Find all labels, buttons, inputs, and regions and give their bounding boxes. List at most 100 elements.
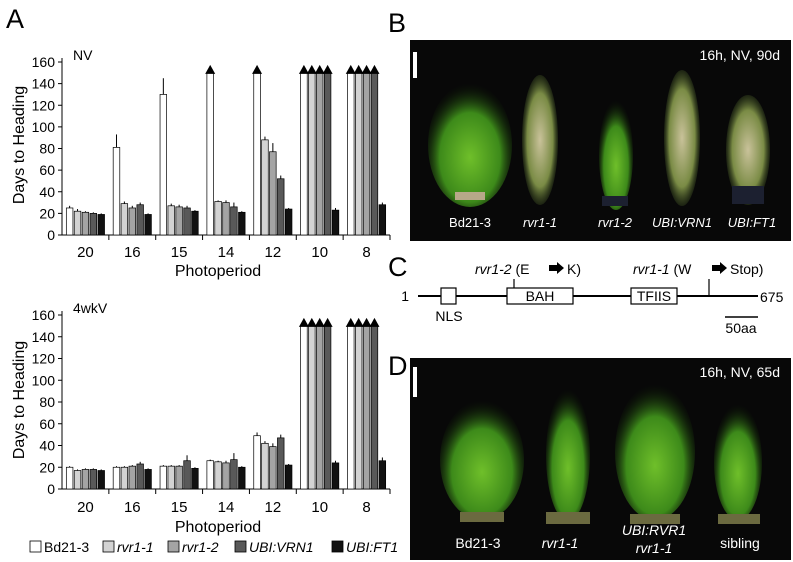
bar bbox=[175, 206, 183, 236]
arrow-up-icon bbox=[314, 317, 325, 327]
mutation-label: K) bbox=[567, 261, 581, 277]
bah-domain-box bbox=[506, 287, 574, 305]
arrow-up-icon bbox=[361, 64, 372, 74]
legend-swatch bbox=[167, 540, 180, 553]
bar bbox=[136, 204, 144, 236]
bar bbox=[269, 151, 277, 236]
plant-image bbox=[714, 404, 762, 520]
plant-pot bbox=[732, 186, 764, 204]
chart-nv: Days to Heading NV Photoperiod 0 20 40 60 80… bbox=[11, 47, 391, 280]
bar bbox=[73, 470, 82, 490]
bar bbox=[214, 461, 222, 490]
bar bbox=[370, 72, 379, 236]
arrow-right-icon bbox=[549, 262, 564, 274]
arrow-up-icon bbox=[322, 317, 333, 327]
bar bbox=[120, 203, 129, 236]
bar bbox=[308, 325, 316, 490]
x-tick-label: 12 bbox=[265, 499, 282, 516]
plant-label: Bd21-3 bbox=[449, 215, 491, 230]
panel-letter-d: D bbox=[388, 351, 408, 381]
bar bbox=[112, 147, 121, 236]
bah-domain-label: BAH bbox=[526, 288, 555, 304]
x-tick-label: 16 bbox=[124, 244, 141, 261]
legend-swatch bbox=[234, 540, 247, 553]
legend-label: rvr1-2 bbox=[182, 539, 219, 555]
bar bbox=[81, 469, 90, 490]
bar bbox=[269, 446, 277, 490]
panel-letter-a: A bbox=[6, 4, 24, 34]
y-axis-label: Days to Heading bbox=[11, 341, 28, 459]
y-tick-label: 0 bbox=[47, 481, 55, 497]
x-tick-label: 8 bbox=[362, 499, 370, 516]
bar bbox=[175, 465, 183, 490]
bar bbox=[97, 214, 105, 236]
bar bbox=[277, 178, 285, 236]
bar bbox=[261, 139, 269, 236]
photo-panel-b: 16h, NV, 90d Bd21-3 rvr1-1 rvr1-2 UBI:VR… bbox=[410, 40, 791, 241]
bar bbox=[277, 437, 285, 490]
bar bbox=[362, 325, 371, 490]
bar bbox=[331, 462, 340, 490]
bar bbox=[331, 209, 340, 236]
bar bbox=[65, 207, 74, 236]
plant-label: rvr1-1 bbox=[636, 540, 673, 556]
bar bbox=[323, 325, 332, 490]
x-tick-label: 12 bbox=[265, 244, 282, 261]
plant-base bbox=[460, 512, 504, 522]
nls-domain-box bbox=[440, 287, 457, 305]
arrow-up-icon bbox=[306, 317, 317, 327]
plant-label: Bd21-3 bbox=[455, 535, 500, 551]
x-tick-label: 14 bbox=[218, 244, 235, 261]
bar bbox=[144, 469, 152, 490]
plant-label: UBI:RVR1 bbox=[622, 522, 686, 538]
bar bbox=[222, 202, 230, 236]
x-tick-label: 14 bbox=[218, 499, 235, 516]
bar bbox=[308, 72, 316, 236]
legend-label: UBI:VRN1 bbox=[249, 539, 314, 555]
bar bbox=[300, 72, 308, 236]
plant-image bbox=[664, 70, 700, 206]
legend-swatch bbox=[102, 540, 115, 553]
arrow-up-icon bbox=[205, 64, 216, 74]
y-tick-label: 160 bbox=[32, 307, 56, 323]
y-tick-label: 80 bbox=[39, 141, 55, 157]
mutation-label: Stop) bbox=[730, 261, 763, 277]
bar bbox=[128, 207, 136, 236]
arrow-up-icon bbox=[298, 317, 309, 327]
bar bbox=[159, 94, 167, 236]
bar bbox=[347, 72, 355, 236]
bar bbox=[285, 208, 293, 236]
bar bbox=[65, 466, 74, 490]
tfiis-domain-label: TFIIS bbox=[637, 288, 671, 304]
y-tick-label: 80 bbox=[39, 394, 55, 410]
bar bbox=[73, 210, 82, 236]
mutation-label: rvr1-2 (E bbox=[475, 261, 529, 277]
plant-image bbox=[726, 95, 770, 205]
bar bbox=[167, 205, 175, 236]
legend-swatch bbox=[29, 540, 42, 553]
legend-swatch bbox=[331, 540, 344, 553]
bar bbox=[323, 72, 332, 236]
arrow-up-icon bbox=[361, 317, 372, 327]
bar bbox=[355, 72, 363, 236]
bar bbox=[316, 325, 324, 490]
arrow-up-icon bbox=[322, 64, 333, 74]
arrow-up-icon bbox=[314, 64, 325, 74]
arrow-up-icon bbox=[353, 317, 364, 327]
plant-pot bbox=[602, 196, 628, 206]
plant-label: sibling bbox=[720, 535, 760, 551]
y-tick-label: 20 bbox=[39, 459, 55, 475]
x-tick-label: 8 bbox=[362, 244, 370, 261]
bar bbox=[316, 72, 324, 236]
x-tick-label: 15 bbox=[171, 244, 188, 261]
legend-label: Bd21-3 bbox=[44, 539, 89, 555]
bar bbox=[253, 435, 261, 490]
scale-bar bbox=[413, 367, 417, 397]
legend-label: UBI:FT1 bbox=[346, 539, 398, 555]
bar bbox=[112, 466, 121, 490]
scale-label: 50aa bbox=[725, 320, 756, 336]
bar bbox=[261, 442, 269, 490]
y-tick-label: 60 bbox=[39, 162, 55, 178]
y-tick-label: 100 bbox=[32, 372, 56, 388]
